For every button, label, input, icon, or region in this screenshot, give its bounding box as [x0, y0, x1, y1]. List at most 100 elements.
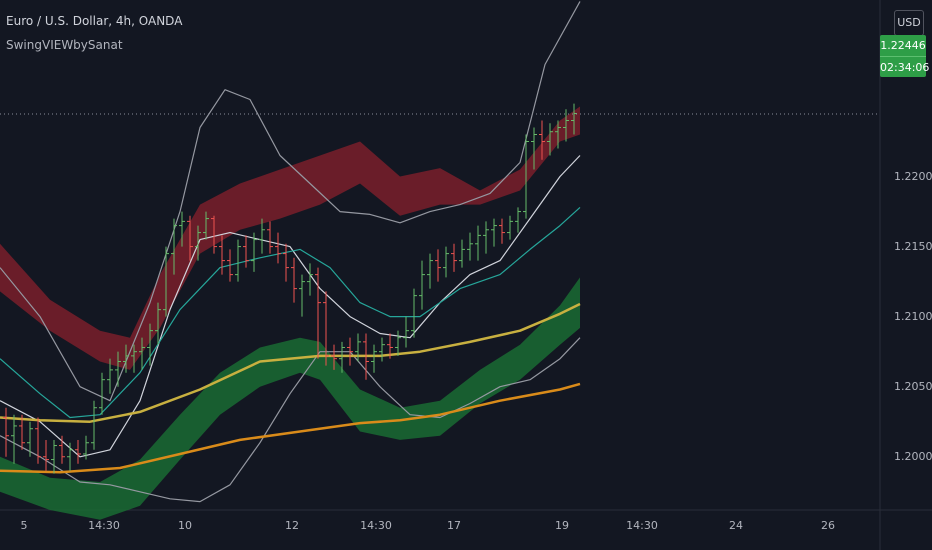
- y-tick-label: 1.21500: [894, 239, 932, 253]
- ohlc-bar: [499, 218, 505, 244]
- ohlc-bar: [571, 103, 577, 135]
- ohlc-bar: [147, 323, 153, 366]
- ohlc-bar: [515, 207, 521, 233]
- ohlc-bar: [451, 243, 457, 272]
- ohlc-bar: [115, 351, 121, 387]
- ohlc-bar: [435, 249, 441, 282]
- bollinger-upper-line: [0, 1, 581, 402]
- ohlc-bar: [139, 337, 145, 370]
- y-tick-label: 1.20000: [894, 449, 932, 463]
- ohlc-bar: [187, 215, 193, 261]
- yellow-ma-line: [0, 302, 581, 423]
- ohlc-bar: [419, 260, 425, 310]
- ohlc-bar: [355, 333, 361, 362]
- x-tick-label: 26: [821, 519, 835, 532]
- ohlc-bar: [19, 414, 25, 450]
- ohlc-bar: [523, 134, 529, 219]
- lower-support-band: [0, 277, 580, 520]
- ohlc-bar: [99, 372, 105, 415]
- bollinger-lower-line: [0, 337, 581, 503]
- orange-ma-line: [0, 382, 581, 474]
- bollinger-middle-line: [0, 155, 581, 458]
- ohlc-bar: [531, 127, 537, 170]
- ohlc-bar: [467, 232, 473, 261]
- ohlc-bar: [123, 344, 129, 373]
- ohlc-bar: [235, 239, 241, 282]
- x-tick-label: 14:30: [626, 519, 658, 532]
- ohlc-bar: [211, 215, 217, 254]
- x-tick-label: 14:30: [360, 519, 392, 532]
- currency-button[interactable]: USD: [894, 10, 924, 36]
- last-price-tag: 1.22446 02:34:06: [880, 35, 929, 78]
- ohlc-bar: [203, 211, 209, 240]
- ohlc-bar: [75, 439, 81, 464]
- ohlc-bar: [259, 218, 265, 254]
- y-tick-label: 1.22000: [894, 169, 932, 183]
- last-price: 1.22446: [880, 39, 926, 52]
- ohlc-bar: [195, 225, 201, 261]
- y-tick-label: 1.20500: [894, 379, 932, 393]
- ohlc-bar: [395, 330, 401, 356]
- ohlc-bar: [107, 358, 113, 394]
- ohlc-bar: [219, 235, 225, 275]
- ohlc-bar: [459, 239, 465, 268]
- ohlc-bar: [307, 263, 313, 296]
- symbol-title: Euro / U.S. Dollar, 4h, OANDA: [6, 14, 183, 28]
- ohlc-bar: [331, 344, 337, 370]
- ohlc-bar: [315, 267, 321, 359]
- ohlc-bar: [67, 442, 73, 471]
- ohlc-bar: [267, 221, 273, 254]
- ohlc-bar: [563, 109, 569, 142]
- ohlc-bar: [371, 344, 377, 373]
- ohlc-bar: [507, 215, 513, 240]
- ohlc-bar: [443, 246, 449, 278]
- upper-resistance-band: [0, 106, 580, 370]
- ohlc-bar: [291, 257, 297, 303]
- ohlc-bar: [11, 414, 17, 464]
- teal-ma-line: [0, 206, 581, 419]
- x-tick-label: 24: [729, 519, 743, 532]
- x-tick-label: 14:30: [88, 519, 120, 532]
- ohlc-bar: [91, 400, 97, 450]
- x-tick-label: 5: [20, 519, 28, 532]
- ohlc-bar: [171, 218, 177, 275]
- ohlc-bar: [547, 123, 553, 156]
- ohlc-bar: [427, 253, 433, 289]
- ohlc-bar: [411, 288, 417, 338]
- ohlc-bar: [155, 302, 161, 345]
- x-tick-label: 17: [447, 519, 461, 532]
- bar-countdown: 02:34:06: [880, 56, 929, 78]
- ohlc-bar: [387, 333, 393, 359]
- ohlc-bar: [555, 120, 561, 149]
- ohlc-bar: [51, 439, 57, 474]
- ohlc-bar: [163, 246, 169, 317]
- ohlc-bar: [251, 232, 257, 272]
- ohlc-bar: [403, 316, 409, 348]
- ohlc-bar: [299, 274, 305, 317]
- ohlc-bar: [491, 218, 497, 247]
- ohlc-bar: [339, 341, 345, 373]
- ohlc-bar: [243, 235, 249, 268]
- ohlc-bar: [347, 337, 353, 366]
- ohlc-bar: [275, 232, 281, 264]
- indicator-label[interactable]: SwingVIEWbySanat: [6, 38, 123, 52]
- ohlc-bar: [483, 221, 489, 254]
- y-tick-label: 1.21000: [894, 309, 932, 323]
- x-tick-label: 12: [285, 519, 299, 532]
- ohlc-bar: [363, 333, 369, 380]
- ohlc-bar: [131, 344, 137, 373]
- ohlc-bar: [179, 211, 185, 247]
- ohlc-bar: [43, 439, 49, 471]
- ohlc-bar: [379, 337, 385, 362]
- ohlc-bar: [227, 249, 233, 282]
- ohlc-bar: [59, 435, 65, 464]
- ohlc-bar: [35, 417, 41, 464]
- x-tick-label: 10: [178, 519, 192, 532]
- ohlc-bar: [323, 291, 329, 366]
- ohlc-bar: [283, 243, 289, 282]
- ohlc-bar: [475, 225, 481, 261]
- ohlc-bar: [539, 120, 545, 160]
- ohlc-bar: [83, 435, 89, 460]
- ohlc-bar: [27, 421, 33, 457]
